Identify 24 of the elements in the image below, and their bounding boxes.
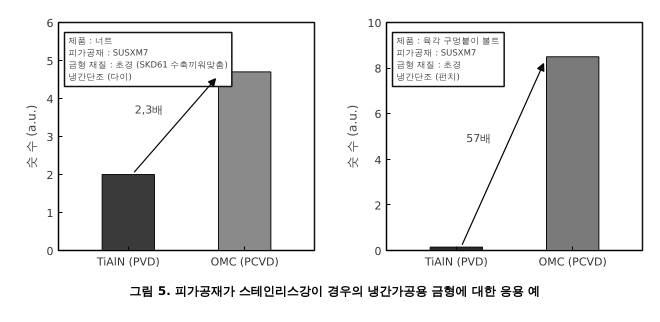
y-tick-label: 0 <box>374 245 382 258</box>
annotation: 2,3배 <box>134 103 164 116</box>
y-tick-label: 4 <box>46 93 54 106</box>
y-tick-label: 3 <box>46 131 54 144</box>
caption: 그림 5. 피가공재가 스테인리스강이 경우의 냉간가공용 금형에 대한 응용 예 <box>130 283 540 300</box>
y-tick-label: 8 <box>374 62 382 76</box>
y-tick-label: 2 <box>374 199 382 212</box>
y-tick-label: 5 <box>46 55 54 68</box>
annotation: 제품 : 육각 구멍붙이 볼트 피가공재 : SUSXM7 금형 재질 : 초경 냉간단조 (펀치) <box>396 36 500 82</box>
x-tick-label: OMC (PCVD) <box>538 256 607 268</box>
y-tick-label: 0 <box>46 245 54 258</box>
y-tick-label: 10 <box>368 17 382 30</box>
x-tick-label: TiAlN (PVD) <box>96 256 160 268</box>
y-axis-title: 숫 수 (a.u.) <box>24 104 38 168</box>
y-tick-label: 4 <box>374 154 382 167</box>
x-tick-label: TiAlN (PVD) <box>424 256 488 268</box>
x-tick-label: OMC (PCVD) <box>210 256 279 268</box>
y-tick-label: 1 <box>46 207 54 220</box>
y-tick-label: 2 <box>46 169 54 182</box>
annotation: 57배 <box>466 132 492 146</box>
y-tick-label: 6 <box>46 17 54 30</box>
y-axis-title: 숫 수 (a.u.) <box>346 104 360 168</box>
y-tick-label: 6 <box>374 108 382 122</box>
annotation: 제품 : 너트 피가공재 : SUSXM7 금형 재질 : 초경 (SKD61 수축끼워맞춤) 냉간단조 (다이) <box>68 36 228 82</box>
